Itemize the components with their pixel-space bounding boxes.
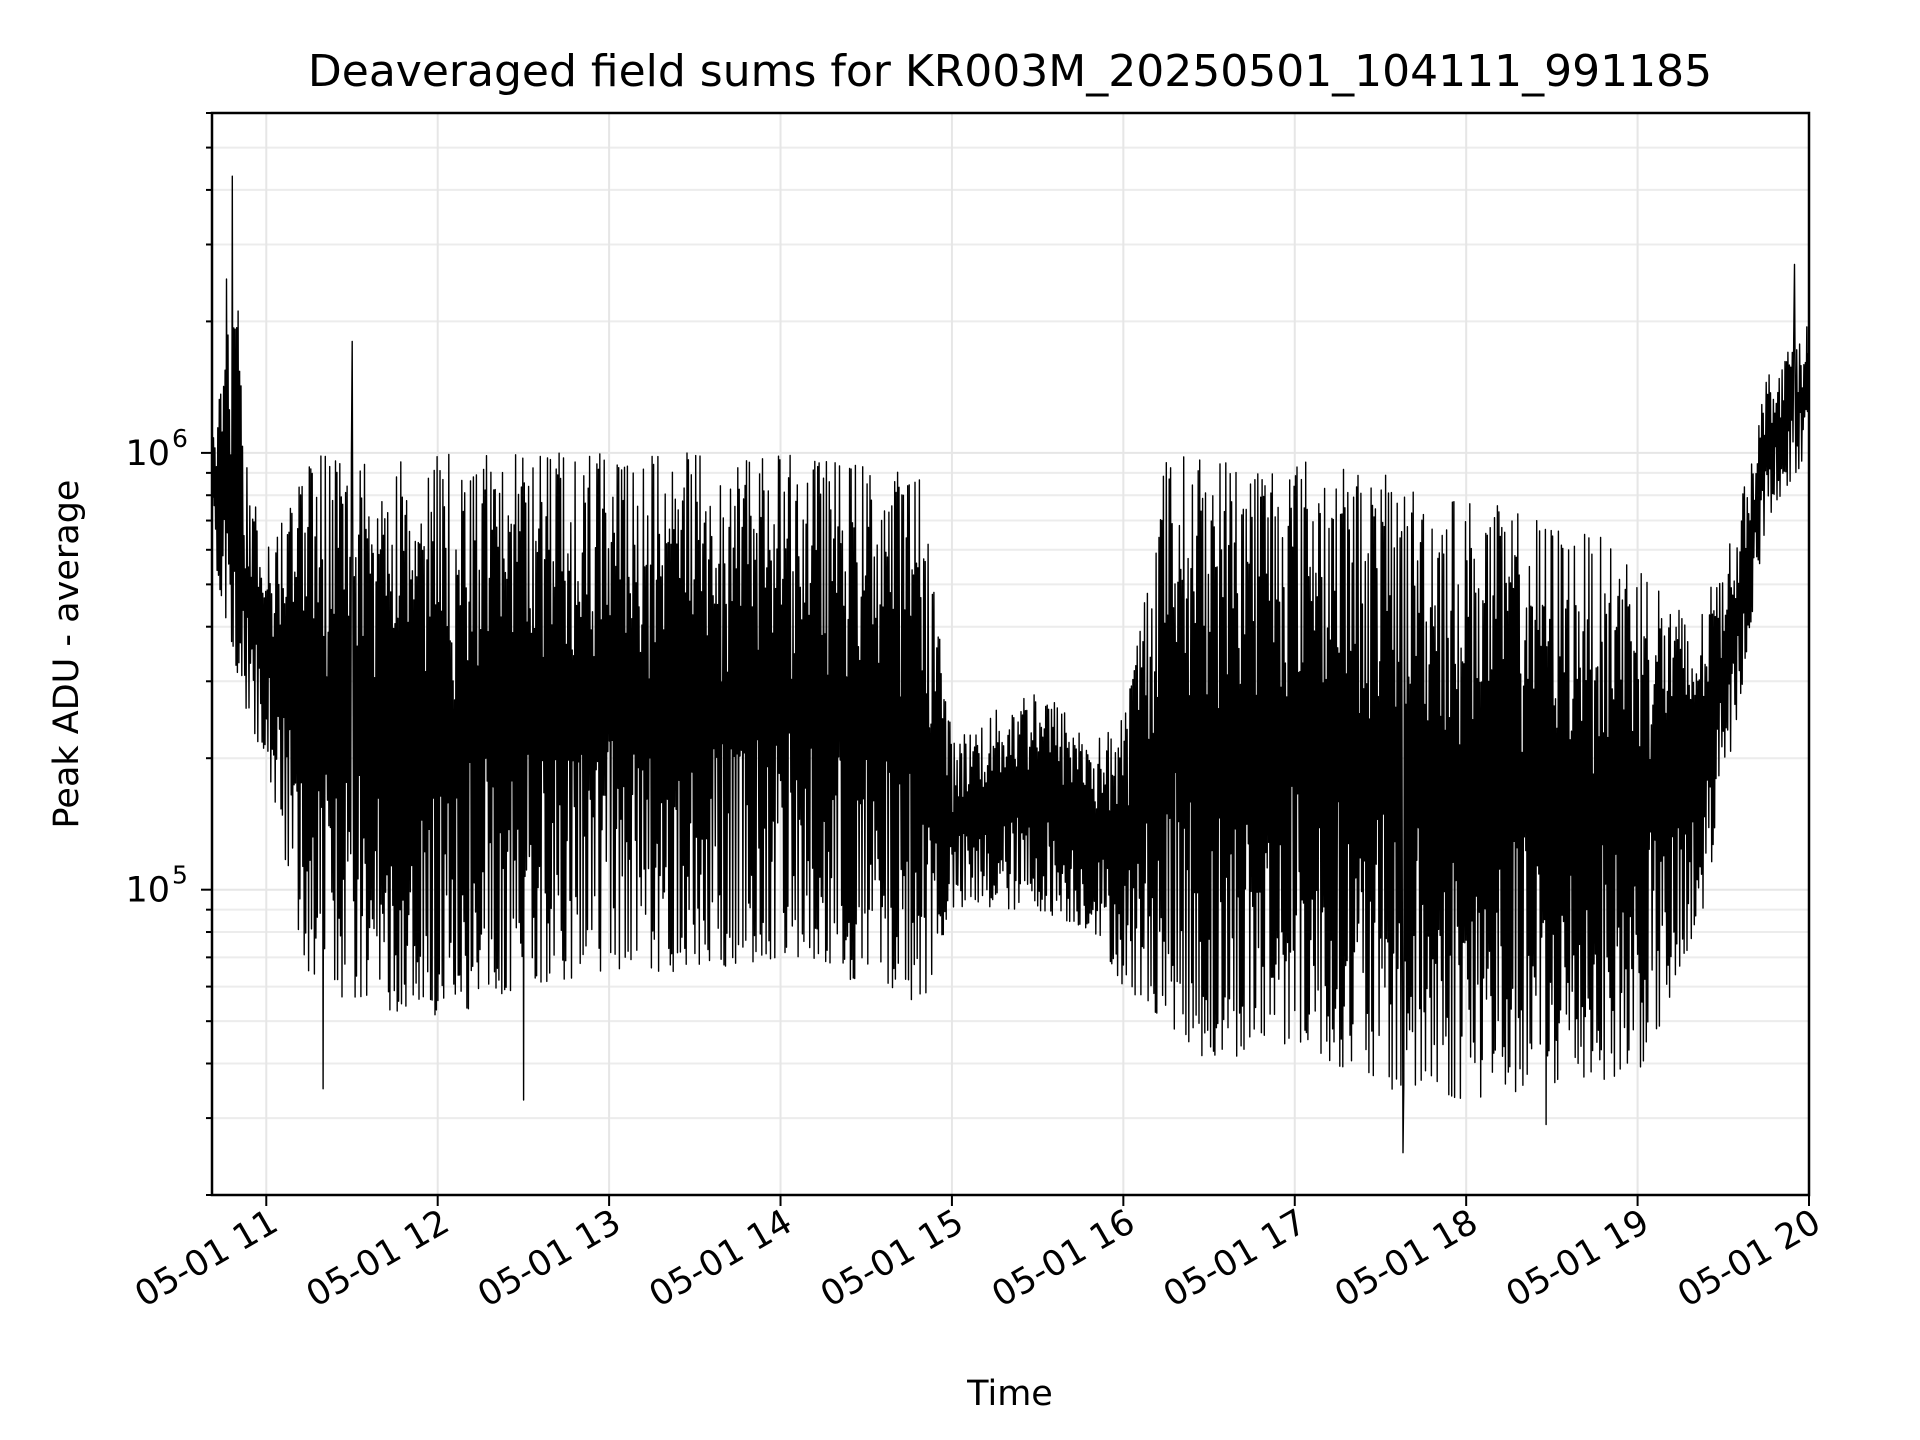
y-tick-exponent: 6: [172, 424, 188, 453]
y-axis-label: Peak ADU - average: [47, 480, 87, 829]
axis-ticks: [201, 112, 1810, 1206]
y-tick-exponent: 5: [172, 861, 188, 890]
y-tick-label: 10: [125, 871, 170, 911]
plot-frame: [210, 111, 1811, 1197]
series-layer: [211, 175, 1810, 1154]
y-tick-label: 10: [125, 434, 170, 474]
series-line: [211, 175, 1810, 1154]
x-axis-label: Time: [966, 1374, 1053, 1414]
chart-title: Deaveraged field sums for KR003M_2025050…: [308, 46, 1712, 97]
